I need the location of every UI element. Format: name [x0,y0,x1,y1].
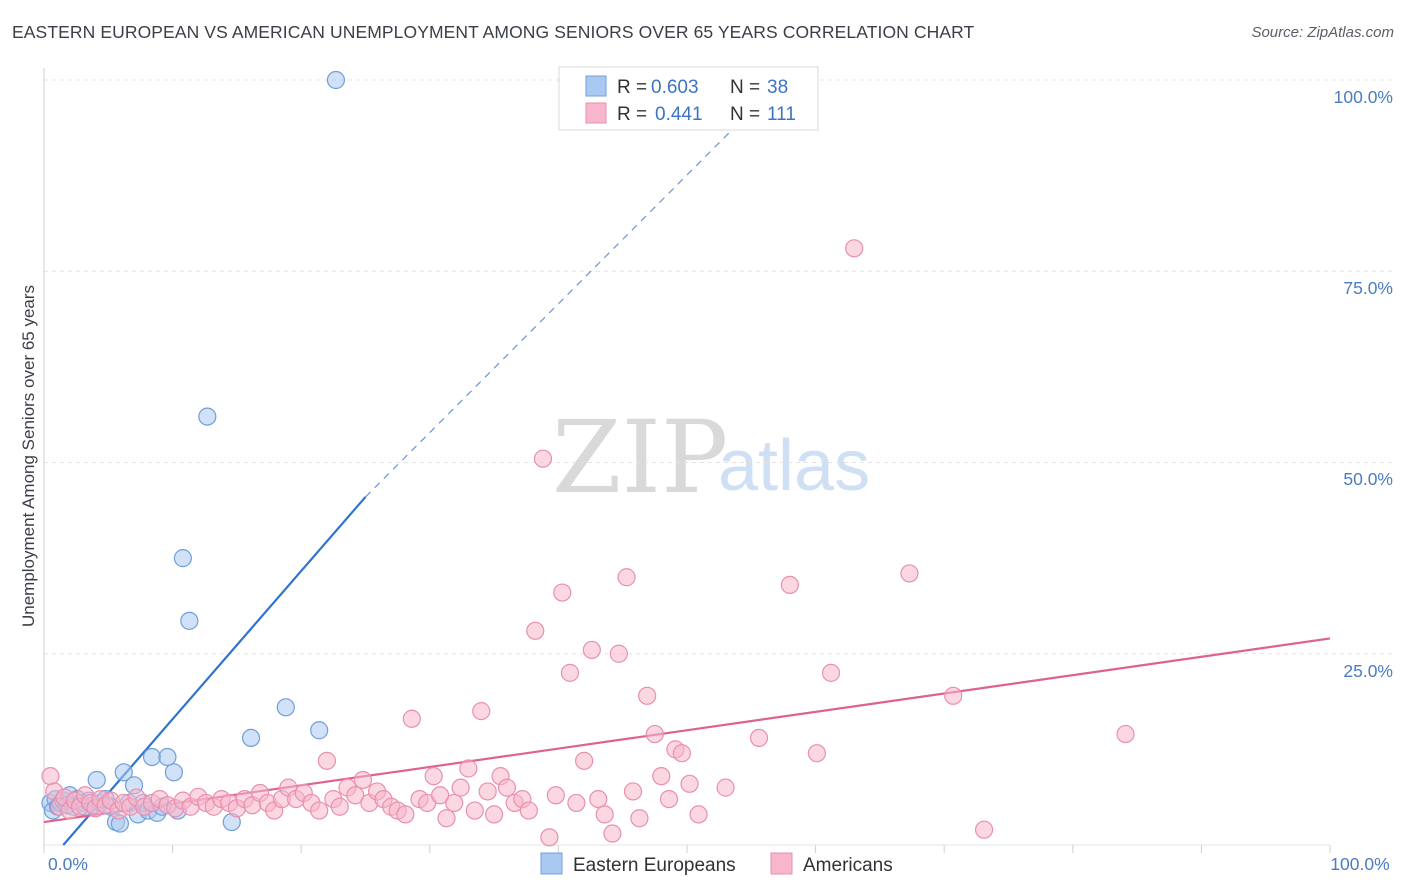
point-americans-99 [821,663,841,682]
point-americans-73 [540,828,559,847]
bottom-legend-swatch-americans [770,852,793,875]
point-americans-87 [638,686,657,705]
watermark-atlas: atlas [718,426,870,506]
point-americans-0 [41,767,60,786]
legend-n-value-1: 38 [767,77,788,98]
point-americans-58 [437,809,456,828]
legend-n-label-2: N = [730,104,760,125]
point-americans-61 [459,759,478,778]
point-americans-100 [845,239,864,258]
series-legend: Eastern Europeans Americans [540,852,893,876]
point-eastern-europeans-36 [241,728,261,748]
legend-n-value-2: 111 [767,104,796,125]
point-americans-98 [807,744,826,763]
point-eastern-europeans-38 [310,721,329,740]
point-americans-102 [944,686,963,705]
point-eastern-europeans-20 [114,763,133,782]
stats-legend: R = 0.603 N = 38 R = 0.441 N = 111 [558,66,819,131]
point-americans-86 [630,809,649,828]
data-points [41,70,1135,847]
point-eastern-europeans-30 [164,763,183,782]
point-americans-97 [780,575,799,595]
trend-line-eastern-europeans [62,496,367,846]
point-americans-72 [533,449,553,468]
point-americans-82 [603,824,622,843]
y-tick-label-25: 25.0% [1343,661,1393,681]
point-eastern-europeans-37 [276,698,295,717]
point-americans-80 [589,789,608,809]
point-americans-59 [445,793,464,813]
point-americans-104 [1116,724,1135,744]
bottom-legend-label-eastern-europeans: Eastern Europeans [573,855,736,876]
point-americans-46 [353,770,373,790]
point-eastern-europeans-34 [198,407,217,426]
legend-r-value-2: 0.441 [655,104,703,125]
y-tick-label-50: 50.0% [1343,469,1393,489]
point-eastern-europeans-29 [158,747,177,767]
bottom-legend-label-americans: Americans [803,855,893,876]
x-tick-label-min: 0.0% [48,854,88,874]
legend-swatch-eastern-europeans [585,75,607,97]
point-americans-88 [645,724,664,744]
point-americans-53 [402,709,421,728]
point-americans-52 [396,805,415,824]
point-americans-77 [567,793,586,813]
point-americans-76 [560,663,580,682]
y-tick-label-100: 100.0% [1334,87,1393,107]
y-tick-label-75: 75.0% [1343,278,1393,298]
point-americans-67 [497,778,517,797]
point-americans-40 [310,801,329,820]
legend-r-label-2: R = [617,104,647,125]
point-americans-94 [689,805,708,824]
point-americans-45 [346,786,365,805]
point-americans-75 [553,583,572,602]
chart-title: EASTERN EUROPEAN VS AMERICAN UNEMPLOYMEN… [12,22,975,42]
point-americans-57 [430,786,450,805]
point-eastern-europeans-14 [87,770,106,790]
point-americans-83 [609,644,628,663]
x-tick-label-max: 100.0% [1330,854,1389,874]
point-americans-101 [900,564,919,583]
point-americans-43 [330,797,349,816]
point-americans-65 [485,805,504,824]
point-americans-95 [716,778,735,797]
point-americans-79 [582,640,601,660]
point-americans-60 [451,778,470,797]
point-americans-78 [575,751,594,770]
point-americans-63 [472,702,491,721]
point-americans-92 [672,744,691,763]
grid [44,79,1392,655]
point-americans-62 [465,801,484,820]
point-americans-85 [623,782,643,801]
point-eastern-europeans-26 [142,747,162,767]
watermark-zip: ZIP [552,399,728,516]
legend-r-value-1: 0.603 [651,77,699,98]
point-americans-71 [526,621,545,640]
point-americans-93 [680,774,699,793]
point-americans-103 [974,820,994,839]
point-americans-70 [519,801,538,820]
point-eastern-europeans-32 [173,549,192,568]
legend-n-label-1: N = [730,77,760,98]
point-americans-64 [478,782,497,801]
point-americans-81 [595,805,614,824]
point-eastern-europeans-39 [326,70,346,90]
y-axis-label: Unemployment Among Seniors over 65 years [19,285,38,627]
point-americans-41 [317,751,337,770]
bottom-legend-swatch-eastern-europeans [540,852,563,875]
point-americans-89 [652,767,671,786]
point-americans-90 [659,789,679,809]
source-label: Source: ZipAtlas.com [1251,24,1394,41]
point-americans-56 [424,767,443,786]
point-americans-96 [749,728,769,748]
axes [43,68,1331,853]
point-americans-74 [546,786,565,805]
point-americans-84 [617,568,636,587]
legend-swatch-americans [585,102,607,124]
point-eastern-europeans-33 [180,611,199,630]
legend-r-label-1: R = [617,77,647,98]
